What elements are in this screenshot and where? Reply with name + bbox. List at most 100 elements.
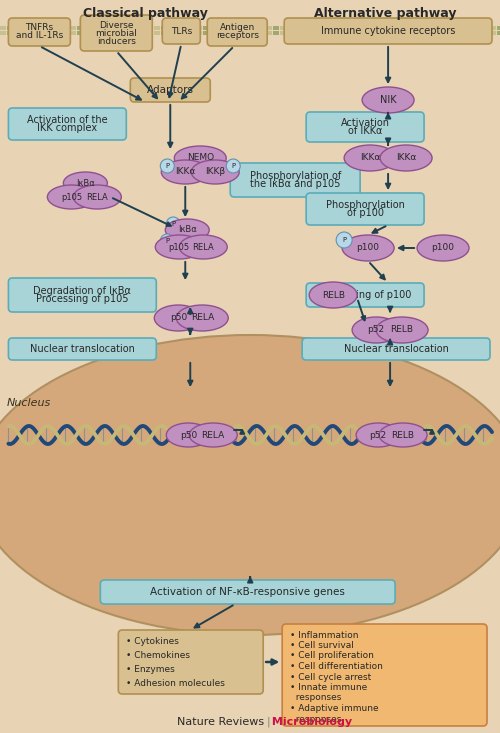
Text: Activation: Activation (340, 118, 390, 128)
Ellipse shape (190, 423, 237, 447)
Bar (224, 31, 230, 35)
Text: p50: p50 (170, 314, 187, 323)
Bar (315, 26, 321, 30)
Bar (287, 31, 293, 35)
Bar (168, 31, 174, 35)
Text: Degradation of IκBα: Degradation of IκBα (34, 286, 132, 295)
Text: Activation of the: Activation of the (27, 115, 108, 125)
Bar (280, 26, 286, 30)
Text: Antigen: Antigen (220, 23, 255, 32)
Bar (126, 26, 132, 30)
FancyBboxPatch shape (8, 18, 70, 46)
Text: |: | (266, 717, 270, 727)
Bar (280, 31, 286, 35)
FancyBboxPatch shape (8, 278, 156, 312)
Text: p50: p50 (180, 430, 197, 440)
Ellipse shape (226, 159, 240, 173)
Bar (245, 26, 251, 30)
Bar (399, 26, 405, 30)
Text: TNFRs: TNFRs (26, 23, 54, 32)
Bar (427, 31, 433, 35)
Bar (148, 31, 154, 35)
FancyBboxPatch shape (306, 112, 424, 142)
Bar (168, 26, 174, 30)
Bar (343, 31, 349, 35)
Bar (176, 26, 182, 30)
Bar (364, 26, 370, 30)
Bar (182, 31, 188, 35)
Bar (134, 26, 140, 30)
Bar (357, 31, 363, 35)
Bar (252, 31, 258, 35)
Text: and IL-1Rs: and IL-1Rs (16, 32, 63, 40)
Bar (112, 31, 118, 35)
Bar (36, 26, 42, 30)
FancyBboxPatch shape (8, 338, 156, 360)
Bar (322, 31, 328, 35)
Text: of p100: of p100 (346, 208, 384, 218)
Text: Phosphorylation: Phosphorylation (326, 200, 404, 210)
Bar (36, 31, 42, 35)
Bar (162, 31, 168, 35)
Ellipse shape (192, 160, 239, 184)
Bar (497, 26, 500, 30)
Bar (148, 26, 154, 30)
Text: RELA: RELA (202, 430, 225, 440)
Bar (455, 26, 461, 30)
Text: Phosphorylation of: Phosphorylation of (250, 171, 341, 181)
Text: Nuclear translocation: Nuclear translocation (344, 344, 448, 354)
Ellipse shape (166, 219, 209, 241)
Bar (497, 31, 500, 35)
Bar (448, 26, 454, 30)
Text: P: P (342, 237, 346, 243)
Bar (98, 26, 104, 30)
Bar (70, 26, 76, 30)
Bar (182, 26, 188, 30)
Bar (204, 31, 209, 35)
FancyBboxPatch shape (282, 624, 487, 726)
Bar (308, 26, 314, 30)
Text: inducers: inducers (97, 37, 136, 45)
Bar (294, 31, 300, 35)
Text: IKKα: IKKα (175, 168, 196, 177)
Ellipse shape (342, 235, 394, 261)
Text: IKK complex: IKK complex (38, 123, 98, 133)
Bar (217, 26, 223, 30)
Text: Nature Reviews: Nature Reviews (177, 717, 264, 727)
Text: p52: p52 (368, 325, 384, 334)
FancyBboxPatch shape (80, 15, 152, 51)
Text: RELB: RELB (392, 430, 414, 440)
Text: RELA: RELA (192, 243, 214, 251)
Ellipse shape (0, 335, 500, 635)
Bar (315, 31, 321, 35)
Bar (64, 26, 70, 30)
Text: p100: p100 (432, 243, 454, 252)
Bar (469, 26, 475, 30)
Bar (22, 26, 28, 30)
Ellipse shape (74, 185, 122, 209)
Text: Microbiology: Microbiology (268, 717, 352, 727)
Ellipse shape (64, 172, 108, 194)
Text: p105: p105 (168, 243, 190, 251)
Text: RELA: RELA (86, 193, 108, 202)
Bar (273, 26, 279, 30)
Bar (120, 31, 126, 35)
Bar (134, 31, 140, 35)
Bar (92, 26, 98, 30)
Bar (0, 26, 6, 30)
Bar (190, 31, 196, 35)
Bar (301, 26, 307, 30)
Text: p52: p52 (370, 430, 386, 440)
Bar (42, 31, 48, 35)
Bar (154, 26, 160, 30)
Ellipse shape (352, 317, 400, 343)
Text: IKKα: IKKα (396, 153, 416, 163)
Bar (329, 31, 335, 35)
Text: • Adaptive immune: • Adaptive immune (290, 704, 379, 713)
Text: • Inflammation: • Inflammation (290, 630, 358, 639)
Text: Immune cytokine receptors: Immune cytokine receptors (321, 26, 456, 36)
Text: NEMO: NEMO (186, 153, 214, 163)
FancyBboxPatch shape (230, 163, 360, 197)
FancyBboxPatch shape (130, 78, 210, 102)
Ellipse shape (379, 423, 427, 447)
